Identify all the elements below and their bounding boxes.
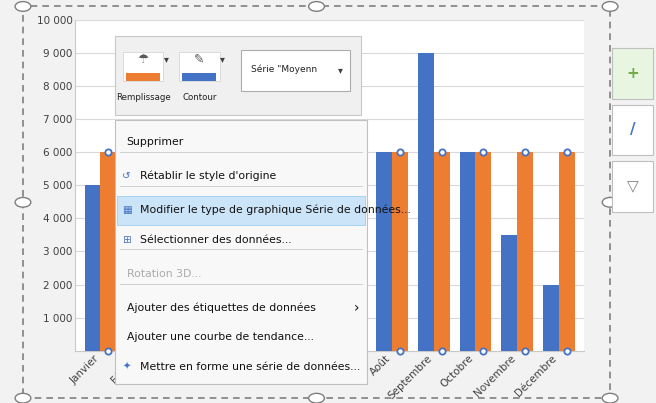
Text: Contour: Contour	[182, 93, 216, 102]
Text: ▾: ▾	[163, 54, 169, 64]
Text: ↺: ↺	[122, 171, 131, 181]
Bar	[517, 152, 533, 351]
Text: ☂: ☂	[137, 53, 149, 66]
Text: Mettre en forme une série de données...: Mettre en forme une série de données...	[140, 362, 360, 372]
Text: +: +	[626, 66, 639, 81]
Bar	[350, 152, 366, 351]
Bar	[418, 53, 434, 351]
Text: /: /	[630, 123, 635, 137]
Bar	[293, 152, 309, 351]
Text: Ajouter une courbe de tendance...: Ajouter une courbe de tendance...	[127, 332, 314, 343]
Bar	[377, 152, 392, 351]
Text: ▦: ▦	[122, 205, 131, 215]
Text: ✎: ✎	[194, 53, 205, 66]
Bar	[309, 152, 325, 351]
Bar	[168, 152, 184, 351]
Text: ▾: ▾	[220, 54, 225, 64]
Bar	[392, 152, 408, 351]
Bar	[127, 152, 142, 351]
Text: ▾: ▾	[338, 65, 343, 75]
Bar	[184, 152, 199, 351]
Text: ⊞: ⊞	[122, 235, 131, 245]
Text: Rotation 3D...: Rotation 3D...	[127, 269, 201, 279]
Text: Supprimer: Supprimer	[127, 137, 184, 147]
Bar	[543, 285, 559, 351]
Text: Rétablir le style d'origine: Rétablir le style d'origine	[140, 170, 276, 181]
Text: ▽: ▽	[626, 179, 638, 194]
Text: Sélectionner des données...: Sélectionner des données...	[140, 235, 291, 245]
Bar	[85, 185, 100, 351]
Bar	[142, 152, 158, 351]
Text: Remplissage: Remplissage	[115, 93, 171, 102]
Bar	[434, 152, 449, 351]
Text: Série "Moyenn: Série "Moyenn	[251, 65, 318, 75]
Bar	[476, 152, 491, 351]
Bar	[501, 235, 517, 351]
Bar	[210, 152, 226, 351]
Text: ›: ›	[354, 301, 359, 315]
Text: ✦: ✦	[123, 362, 131, 372]
Bar	[267, 152, 283, 351]
Bar	[460, 152, 476, 351]
Bar	[559, 152, 575, 351]
Text: Ajouter des étiquettes de données: Ajouter des étiquettes de données	[127, 303, 316, 313]
Bar	[226, 152, 241, 351]
Bar	[100, 152, 116, 351]
Text: Modifier le type de graphique Série de données...: Modifier le type de graphique Série de d…	[140, 205, 411, 215]
Bar	[251, 152, 267, 351]
Bar	[335, 152, 350, 351]
